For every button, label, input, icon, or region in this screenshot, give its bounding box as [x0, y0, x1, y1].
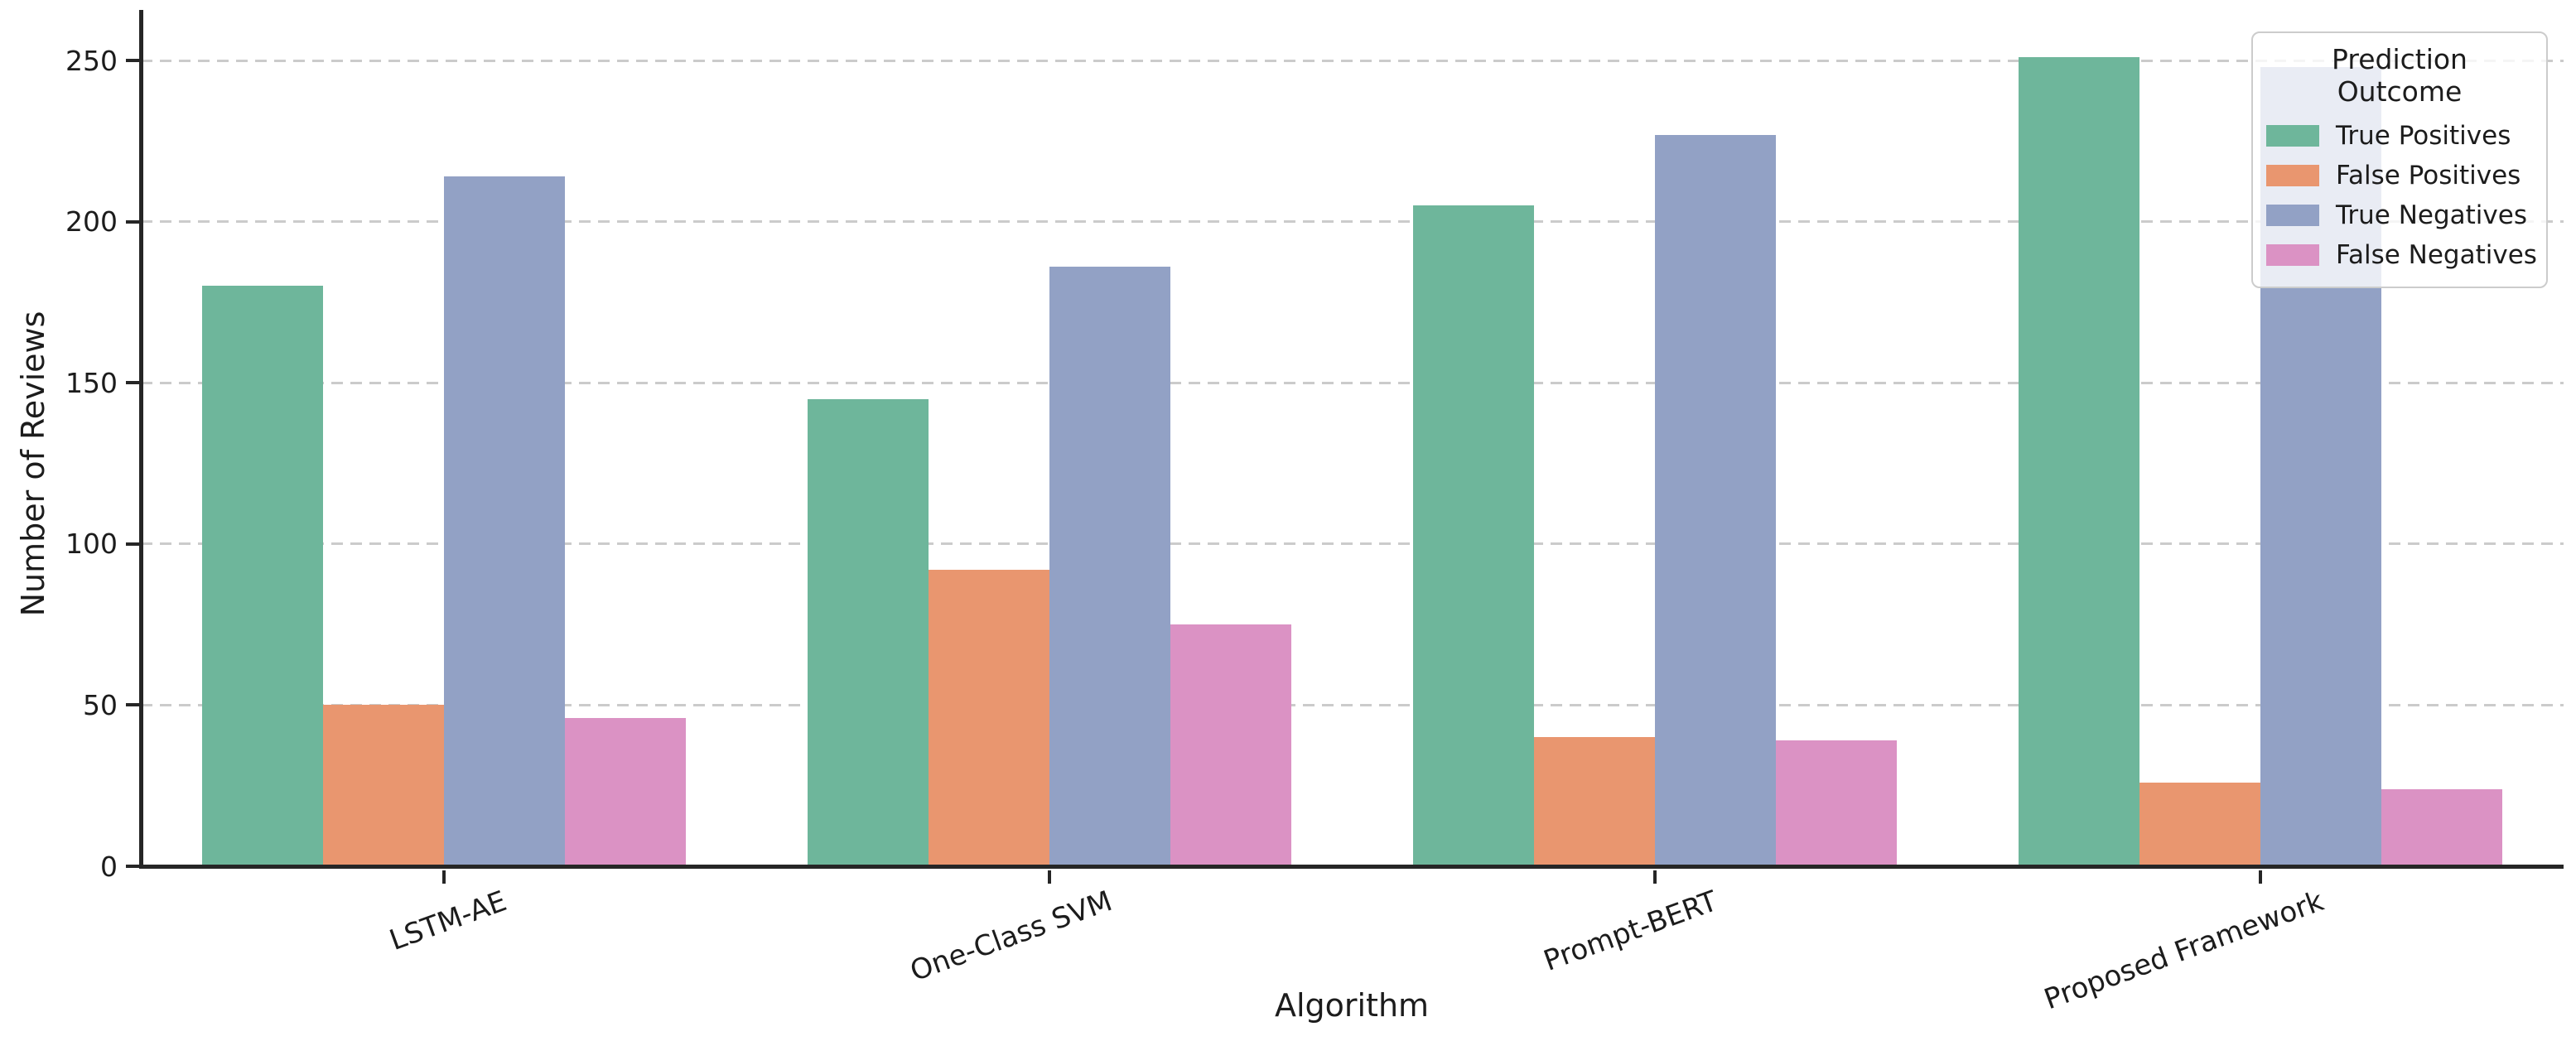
gridline-250 — [141, 59, 2564, 62]
bar-true-positives-lstm-ae — [201, 286, 323, 866]
x-tick-label-one-class-svm: One-Class SVM — [905, 884, 1117, 989]
bar-false-negatives-one-class-svm — [1170, 624, 1291, 866]
bar-true-negatives-lstm-ae — [443, 176, 565, 866]
y-tick-50 — [126, 703, 141, 707]
y-tick-200 — [126, 219, 141, 224]
y-axis-title: Number of Reviews — [15, 311, 51, 617]
legend-label: True Positives — [2336, 121, 2511, 151]
legend-swatch-icon — [2266, 165, 2319, 186]
bar-false-negatives-prompt-bert — [1776, 740, 1898, 866]
y-tick-label-150: 150 — [65, 366, 118, 399]
bar-true-positives-one-class-svm — [807, 398, 929, 866]
legend-items: True Positives False Positives True Negati… — [2266, 116, 2537, 275]
gridline-50 — [141, 703, 2564, 706]
y-tick-label-50: 50 — [83, 688, 118, 721]
bar-false-positives-prompt-bert — [1534, 737, 1656, 866]
y-tick-label-250: 250 — [65, 44, 118, 77]
y-tick-0 — [126, 865, 141, 868]
x-tick-label-lstm-ae: LSTM-AE — [384, 884, 511, 957]
x-tick-label-prompt-bert: Prompt-BERT — [1539, 884, 1723, 978]
bar-false-negatives-lstm-ae — [564, 717, 686, 866]
x-tick-proposed-framework — [2259, 870, 2263, 884]
legend-title: Prediction Outcome — [2332, 43, 2467, 108]
bar-true-positives-proposed-framework — [2019, 57, 2140, 866]
bar-true-positives-prompt-bert — [1413, 205, 1535, 866]
y-tick-150 — [126, 381, 141, 385]
bar-true-negatives-one-class-svm — [1049, 267, 1170, 866]
gridline-200 — [141, 220, 2564, 224]
y-tick-label-200: 200 — [65, 205, 118, 239]
bar-false-positives-one-class-svm — [928, 569, 1049, 866]
legend-swatch-icon — [2266, 244, 2319, 266]
legend-label: True Negatives — [2336, 200, 2527, 230]
bar-false-positives-proposed-framework — [2139, 782, 2261, 866]
bar-true-negatives-prompt-bert — [1655, 134, 1777, 866]
legend-row-true-negatives: True Negatives — [2266, 195, 2533, 235]
y-tick-250 — [126, 59, 141, 62]
bar-false-positives-lstm-ae — [322, 705, 444, 866]
y-tick-100 — [126, 542, 141, 546]
gridline-150 — [141, 381, 2564, 384]
legend: Prediction Outcome True Positives False P… — [2251, 31, 2548, 288]
gridline-100 — [141, 542, 2564, 546]
x-axis-title: Algorithm — [1274, 987, 1430, 1024]
legend-row-false-positives: False Positives — [2266, 156, 2533, 195]
legend-swatch-icon — [2266, 205, 2319, 226]
legend-label: False Negatives — [2336, 240, 2537, 270]
x-tick-prompt-bert — [1653, 870, 1657, 884]
legend-row-false-negatives: False Negatives — [2266, 235, 2537, 275]
x-tick-one-class-svm — [1047, 870, 1051, 884]
y-tick-label-0: 0 — [100, 850, 118, 883]
y-tick-label-100: 100 — [65, 528, 118, 561]
legend-swatch-icon — [2266, 125, 2319, 147]
x-axis-spine — [139, 865, 2564, 869]
bar-false-negatives-proposed-framework — [2381, 788, 2503, 866]
legend-label: False Positives — [2336, 161, 2521, 190]
x-tick-label-proposed-framework: Proposed Framework — [2039, 884, 2328, 1017]
legend-row-true-positives: True Positives — [2266, 116, 2533, 156]
y-axis-spine — [139, 10, 143, 869]
x-tick-lstm-ae — [441, 870, 446, 884]
